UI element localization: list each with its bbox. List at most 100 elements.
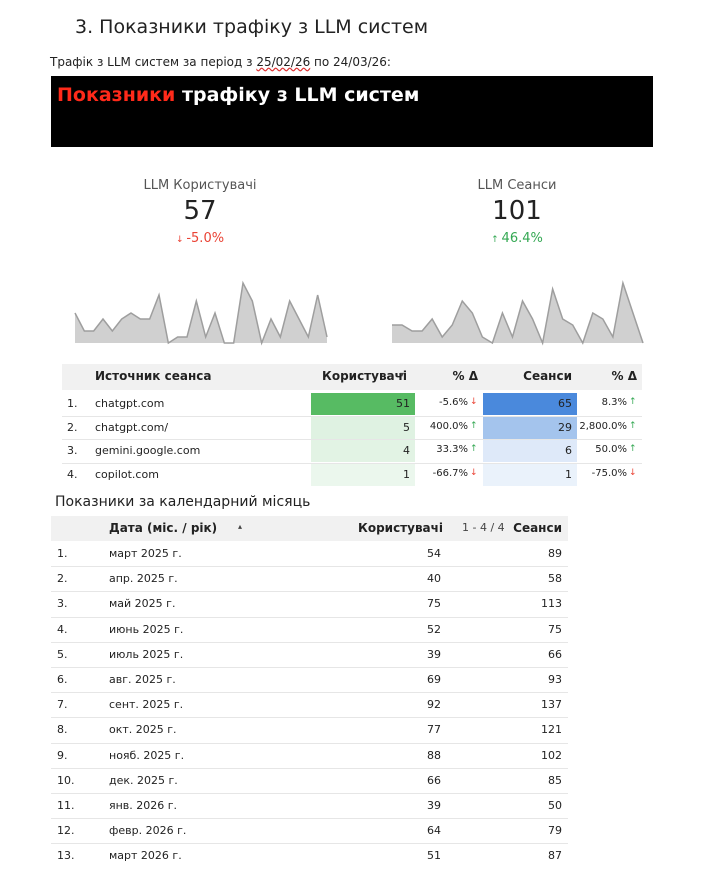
column-header: Користувачі: [322, 369, 407, 383]
row-divider: [62, 462, 642, 464]
row-divider: [51, 591, 568, 593]
date: май 2025 г.: [109, 597, 176, 611]
users: 51: [427, 849, 441, 863]
row-index: 3.: [57, 597, 68, 611]
row-divider: [51, 717, 568, 719]
intro-text: по 24/03/26:: [310, 55, 391, 69]
row-divider: [51, 742, 568, 744]
heat-cell: [311, 440, 415, 462]
row-index: 10.: [57, 773, 75, 787]
users: 77: [427, 723, 441, 737]
sessions: 6: [565, 444, 572, 457]
row-index: 4.: [57, 622, 68, 636]
heat-cell: [311, 393, 415, 415]
heat-cell: [311, 463, 415, 486]
sessions: 29: [558, 420, 572, 434]
sparkline-area: [75, 283, 327, 343]
date: март 2025 г.: [109, 547, 182, 560]
source: copilot.com: [95, 467, 159, 481]
delta-arrow: ↓: [470, 467, 478, 478]
scorecard-value: 101: [492, 196, 542, 226]
heading: 3. Показники трафіку з LLM систем: [75, 16, 429, 38]
date: окт. 2025 г.: [109, 723, 177, 737]
intro: Трафік з LLM систем за період з 25/02/26…: [50, 55, 391, 69]
source: chatgpt.com/: [95, 420, 169, 434]
section-title: Показники за календарний місяць: [55, 494, 311, 510]
row-divider: [51, 641, 568, 643]
row-index: 2.: [57, 572, 68, 586]
column-header: Сеанси: [513, 521, 562, 535]
date: июль 2025 г.: [109, 647, 184, 661]
sessions: 137: [541, 698, 562, 712]
delta-arrow: ↑: [470, 444, 478, 454]
delta-arrow: ↓: [629, 467, 637, 478]
sparkline-area: [392, 283, 643, 343]
sessions: 1: [565, 467, 572, 481]
row-divider: [51, 616, 568, 618]
sessions: 75: [548, 622, 562, 636]
sessions: 121: [541, 723, 562, 737]
delta-arrow: ↑: [491, 235, 502, 245]
row-divider: [51, 843, 568, 845]
date: дек. 2025 г.: [109, 773, 178, 787]
row-index: 1.: [67, 397, 78, 410]
scorecard-delta: ↓ -5.0%: [100, 231, 300, 246]
row-divider: [51, 793, 568, 794]
row-index: 8.: [57, 723, 68, 737]
column-header: Дата (міс. / рік): [109, 521, 218, 535]
row-divider: [51, 667, 568, 668]
row-divider: [51, 767, 568, 769]
scorecard-label: LLM Сеанси: [477, 178, 557, 193]
users: 64: [427, 824, 441, 838]
sessions: 87: [548, 849, 562, 863]
delta-arrow: ↑: [629, 397, 637, 407]
date: янв. 2026 г.: [109, 799, 178, 812]
scorecard-value: 57: [183, 196, 217, 226]
users: 88: [427, 748, 441, 762]
sort-icon: ▴: [238, 522, 243, 531]
scorecard-delta: ↑ 46.4%: [417, 231, 617, 246]
row-index: 11.: [57, 799, 75, 812]
delta-arrow: ↓: [470, 397, 478, 407]
row-index: 13.: [57, 849, 75, 863]
row-divider: [62, 439, 642, 440]
sessions: 113: [541, 597, 562, 611]
sessions: 79: [548, 824, 562, 838]
users: 92: [427, 698, 441, 712]
column-header: Сеанси: [523, 369, 572, 383]
delta-text: -5.0%: [186, 231, 225, 246]
row-index: 7.: [57, 698, 68, 712]
users-delta: -5.6%: [438, 397, 468, 408]
delta-arrow: ↓: [175, 235, 187, 245]
users: 52: [427, 622, 441, 636]
column-header: Користувачі: [358, 521, 443, 535]
row-divider: [51, 566, 568, 568]
sessions-delta: 8.3%: [601, 397, 627, 408]
delta-arrow: ↑: [470, 420, 478, 431]
sessions: 102: [541, 748, 562, 762]
scorecard-label: LLM Користувачі: [143, 178, 257, 193]
delta-arrow: ↑: [629, 420, 637, 431]
source: gemini.google.com: [95, 444, 201, 457]
row-divider: [51, 692, 568, 694]
source: chatgpt.com: [95, 397, 165, 410]
row-index: 1.: [57, 547, 68, 560]
pagination: 1 - 4 / 4: [462, 521, 505, 534]
date: нояб. 2025 г.: [109, 748, 185, 762]
users-delta: 400.0%: [429, 420, 468, 432]
row-index: 3.: [67, 444, 78, 457]
users: 39: [427, 799, 441, 812]
banner-text: трафіку з LLM систем: [182, 84, 420, 106]
delta-text: 46.4%: [501, 231, 543, 246]
sessions: 66: [548, 647, 562, 661]
banner: Показники трафіку з LLM систем: [51, 76, 653, 147]
users: 4: [403, 444, 410, 457]
users-delta: -66.7%: [432, 467, 468, 479]
sessions-delta: 50.0%: [595, 444, 627, 455]
sessions: 50: [548, 799, 562, 812]
users: 69: [427, 673, 441, 686]
date: сент. 2025 г.: [109, 698, 184, 712]
table-header: [62, 364, 642, 390]
heat-cell: [483, 393, 577, 415]
